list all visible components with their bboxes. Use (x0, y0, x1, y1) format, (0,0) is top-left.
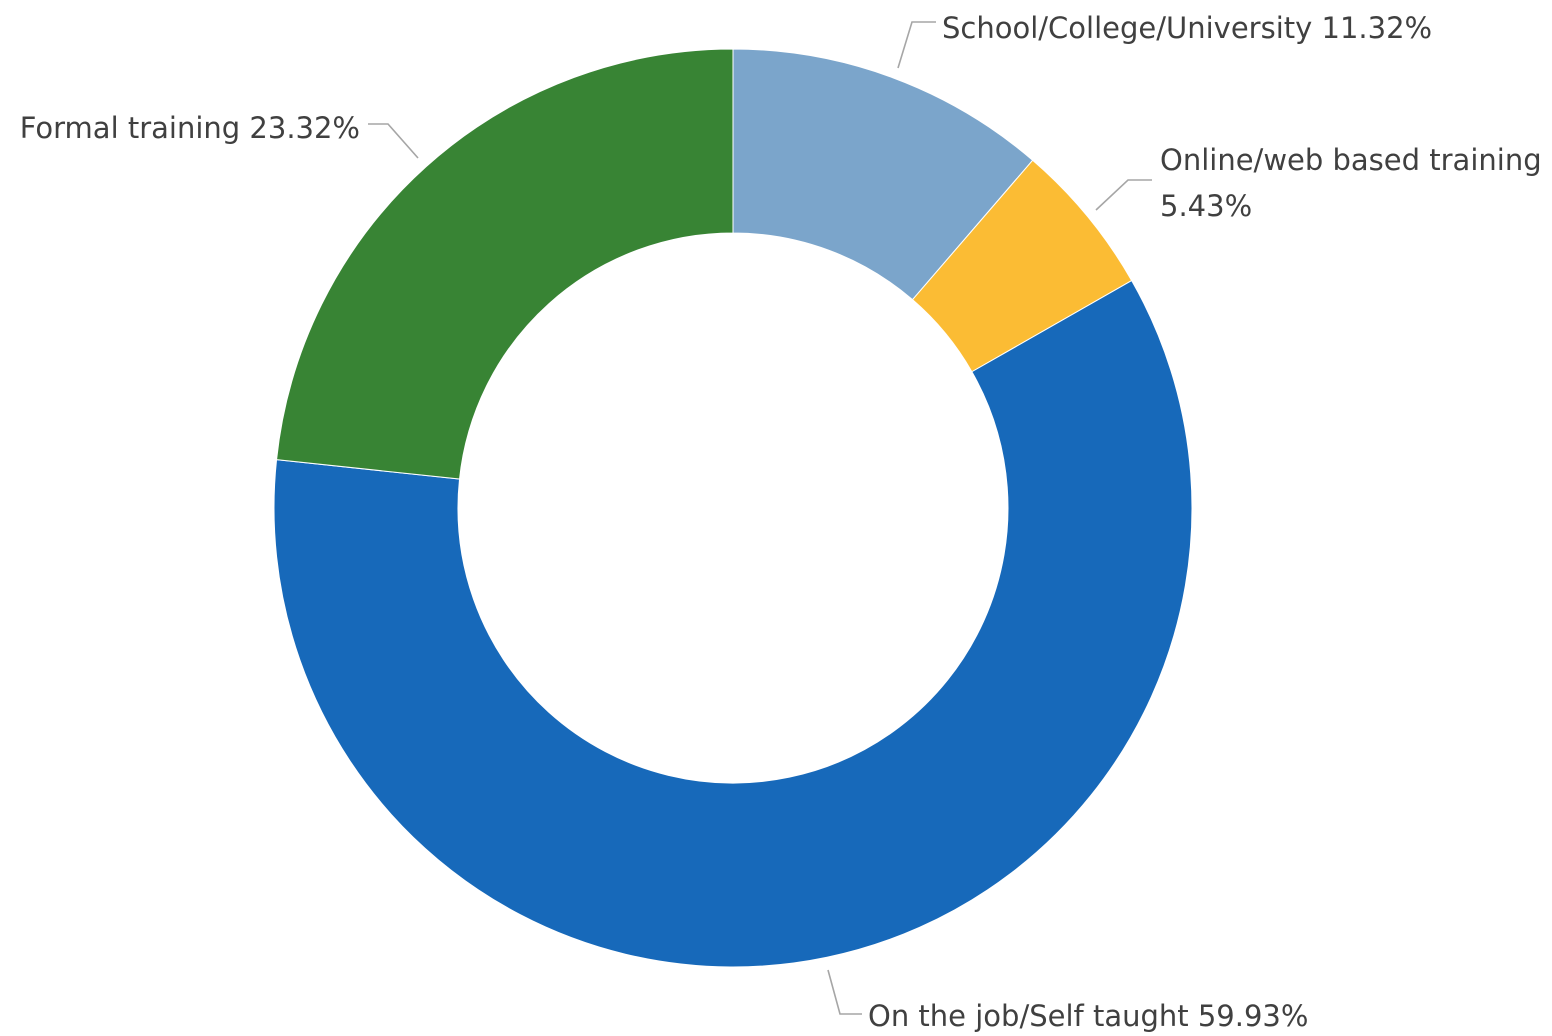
data-label-school: School/College/University 11.32% (942, 11, 1432, 45)
leader-lines (368, 21, 1152, 1015)
slice-formal-training (275, 48, 734, 480)
data-label-on-the-job: On the job/Self taught 59.93% (868, 999, 1308, 1033)
data-label-online-value: 5.43% (1160, 189, 1252, 223)
leader-line-formal (368, 123, 419, 159)
leader-line-on-the-job (827, 969, 862, 1015)
donut-slices (273, 48, 1193, 968)
data-label-online-name: Online/web based training (1160, 143, 1542, 177)
leader-line-online (1095, 179, 1152, 211)
data-labels: School/College/University 11.32% Online/… (20, 11, 1542, 1033)
slice-on-the-job-self-taught (273, 279, 1193, 968)
data-label-formal: Formal training 23.32% (20, 111, 360, 145)
leader-line-school (897, 21, 936, 69)
